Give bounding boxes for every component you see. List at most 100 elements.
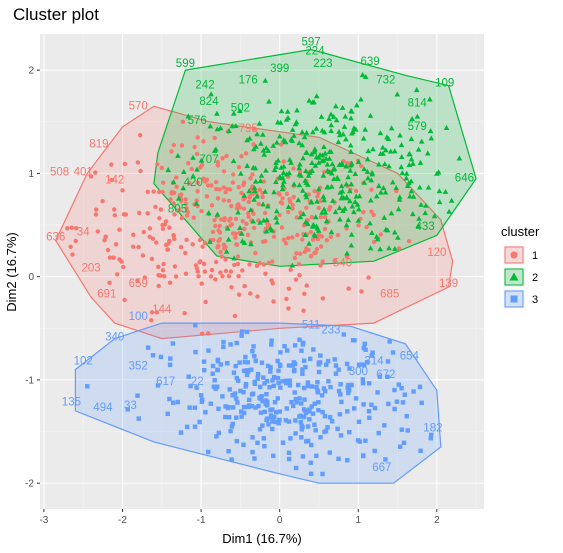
cluster-1-point [212,135,217,141]
cluster-1-point [137,210,142,216]
cluster-2-point [369,230,375,235]
cluster-1-point [310,237,316,242]
cluster-3-point [362,363,367,368]
legend: cluster 1 2 3 [501,224,540,310]
cluster-3-point [305,380,311,385]
cluster-2-point-label: 824 [199,96,219,108]
cluster-3-point [231,405,236,410]
cluster-1-point [300,237,305,242]
cluster-2-point [309,160,315,165]
cluster-3-point [256,403,261,409]
cluster-3-point [215,367,220,373]
cluster-3-point [338,433,344,438]
cluster-2-point [305,172,312,178]
cluster-3-point [262,381,267,386]
cluster-2-point [365,148,372,154]
cluster-3-point [394,399,400,404]
cluster-2-point [330,113,337,119]
cluster-2-point [428,135,435,141]
cluster-2-point [364,156,371,162]
cluster-3-point [372,405,378,411]
cluster-2-point [313,93,320,99]
cluster-2-point [398,164,405,170]
cluster-3-point [305,383,311,389]
cluster-3-point [302,358,307,363]
cluster-2-point [352,170,359,176]
cluster-3-point [145,345,151,350]
cluster-2-point [390,179,396,185]
cluster-2-point [312,233,318,239]
cluster-2-point [336,128,342,134]
cluster-1-point [135,160,141,165]
cluster-1-point [234,242,239,247]
cluster-1-point [171,232,176,238]
cluster-3-point [316,362,321,367]
cluster-2-point [347,198,353,204]
cluster-2-point-label: 399 [270,63,289,75]
cluster-3-point [328,384,333,390]
cluster-3-point [234,415,239,420]
cluster-2-point [416,215,422,221]
cluster-2-point [275,119,281,125]
cluster-2-point [281,178,287,184]
x-tick-label: -1 [197,515,206,526]
cluster-1-point [223,190,228,195]
cluster-2-point [296,140,302,146]
cluster-2-point [291,132,297,138]
cluster-1-point [209,267,215,273]
cluster-3-point [186,374,191,379]
cluster-1-point [221,169,227,174]
cluster-3-point [303,364,308,370]
cluster-2-point [347,142,354,148]
cluster-3-point [244,372,250,378]
cluster-3-point [345,458,350,463]
cluster-1-point [167,280,173,285]
cluster-1-point [292,255,298,261]
cluster-2-point-label: 597 [302,36,321,48]
cluster-2-point-label: 646 [455,173,474,185]
cluster-2-point [380,144,386,150]
cluster-2-point [348,242,355,248]
cluster-3-point [411,389,416,394]
cluster-3-point [367,415,372,420]
cluster-2-point [308,151,315,157]
cluster-1-point [150,236,156,241]
cluster-1-point [242,226,247,232]
cluster-2-point [263,228,270,234]
cluster-2-point [311,147,318,153]
cluster-2-point [349,108,355,114]
cluster-1-point [199,281,204,286]
cluster-2-point [362,74,369,79]
cluster-3-point [330,419,335,424]
cluster-3-point [214,434,219,439]
cluster-3-point-label: 511 [302,319,320,331]
cluster-3-point [225,361,230,366]
cluster-3-point [255,376,260,381]
cluster-3-point [85,384,90,389]
cluster-2-point [418,201,424,207]
cluster-2-point [296,182,303,188]
cluster-1-point [248,291,253,296]
cluster-1-point [176,208,182,213]
cluster-1-point [199,331,205,336]
cluster-1-point [217,237,223,242]
cluster-2-point [283,171,290,177]
cluster-3-point [386,401,391,407]
cluster-3-point [361,453,366,458]
cluster-2-point [365,175,371,181]
cluster-1-point [315,194,320,199]
cluster-3-point [276,421,281,426]
cluster-3-point [259,394,264,399]
cluster-1-point [122,161,128,167]
cluster-2-point [273,214,279,220]
cluster-1-point [358,163,364,169]
cluster-3-point [326,379,331,384]
cluster-3-point-label: 22 [191,376,204,388]
cluster-1-point [107,280,112,285]
cluster-3-point [167,362,173,367]
cluster-1-point-label: 570 [129,100,148,112]
cluster-1-point [115,272,120,277]
cluster-1-point [369,209,374,214]
cluster-3-point-label: 300 [349,366,368,378]
cluster-3-point [253,358,258,364]
